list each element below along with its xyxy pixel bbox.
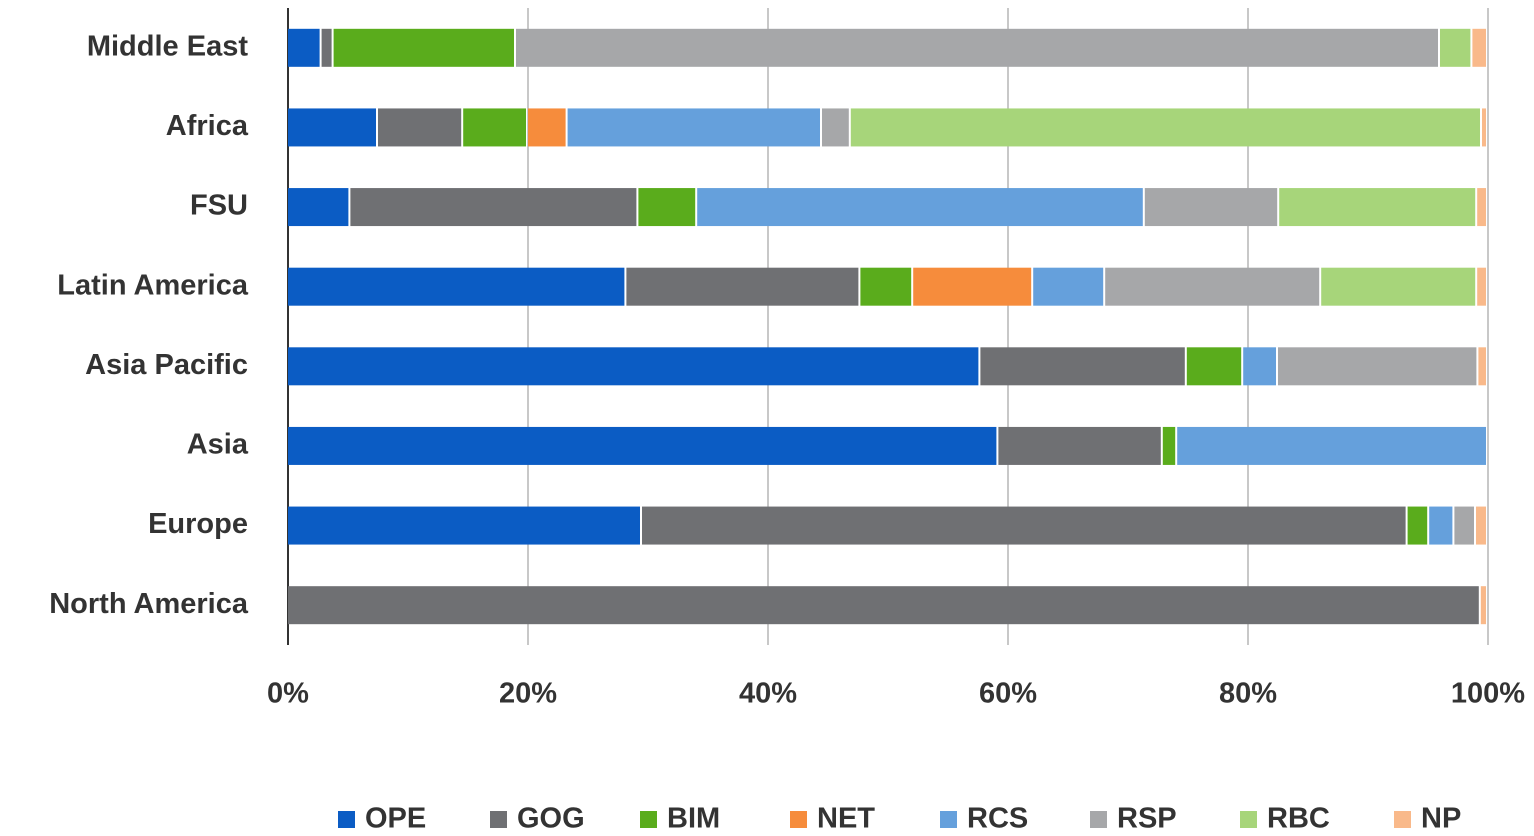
bar-segment bbox=[333, 28, 514, 67]
bar-segment bbox=[288, 347, 979, 386]
bar-segment bbox=[850, 108, 1480, 147]
bar-segment bbox=[378, 108, 462, 147]
bar-segment bbox=[463, 108, 526, 147]
legend-label: NET bbox=[817, 803, 875, 835]
bar-segment bbox=[638, 188, 696, 227]
bar-segment bbox=[1162, 426, 1176, 465]
legend-label: RSP bbox=[1117, 803, 1177, 835]
bar-segment bbox=[528, 108, 566, 147]
bar-segment bbox=[516, 28, 1438, 67]
bar-segment bbox=[913, 267, 1032, 306]
bar-segment bbox=[1480, 586, 1486, 625]
bar-segment bbox=[1186, 347, 1242, 386]
legend-label: RBC bbox=[1267, 803, 1330, 835]
bar-segment bbox=[288, 108, 376, 147]
x-tick-label: 80% bbox=[1219, 678, 1277, 710]
x-tick-label: 100% bbox=[1451, 678, 1525, 710]
x-tick-label: 40% bbox=[739, 678, 797, 710]
bar-segment bbox=[1482, 108, 1486, 147]
bar-segment bbox=[697, 188, 1143, 227]
bar-segment bbox=[1105, 267, 1320, 306]
bar-segment bbox=[1243, 347, 1276, 386]
y-tick-label: Middle East bbox=[87, 30, 248, 62]
bar-segment bbox=[1476, 506, 1486, 545]
bar-segment bbox=[822, 108, 849, 147]
x-tick-label: 20% bbox=[499, 678, 557, 710]
bar-segment bbox=[1278, 347, 1477, 386]
bar-segment bbox=[1177, 426, 1486, 465]
bar-segment bbox=[1321, 267, 1476, 306]
bar-segment bbox=[626, 267, 859, 306]
y-tick-label: Asia bbox=[187, 429, 249, 461]
x-tick-label: 0% bbox=[267, 678, 309, 710]
bar-segment bbox=[1477, 267, 1486, 306]
bar-segment bbox=[1477, 188, 1486, 227]
bar-segment bbox=[321, 28, 332, 67]
legend-label: BIM bbox=[667, 803, 720, 835]
y-tick-label: Latin America bbox=[57, 269, 249, 301]
bar-segment bbox=[350, 188, 637, 227]
legend-label: OPE bbox=[365, 803, 426, 835]
bar-segment bbox=[642, 506, 1406, 545]
y-tick-label: Europe bbox=[148, 508, 248, 540]
bar-segment bbox=[288, 506, 640, 545]
x-tick-label: 60% bbox=[979, 678, 1037, 710]
bar-segment bbox=[288, 188, 349, 227]
bar-segment bbox=[1407, 506, 1428, 545]
bar-segment bbox=[1440, 28, 1471, 67]
y-tick-label: FSU bbox=[190, 190, 248, 222]
y-tick-label: Asia Pacific bbox=[85, 349, 248, 381]
legend-swatch bbox=[1090, 811, 1107, 828]
legend-swatch bbox=[640, 811, 657, 828]
bar-segment bbox=[288, 267, 625, 306]
legend-swatch bbox=[1394, 811, 1411, 828]
y-tick-label: North America bbox=[49, 588, 249, 620]
bar-segment bbox=[288, 28, 320, 67]
legend-swatch bbox=[338, 811, 355, 828]
legend-swatch bbox=[940, 811, 957, 828]
legend-swatch bbox=[1240, 811, 1257, 828]
legend-swatch bbox=[790, 811, 807, 828]
bar-segment bbox=[567, 108, 820, 147]
legend-label: GOG bbox=[517, 803, 585, 835]
bar-segment bbox=[1144, 188, 1278, 227]
bar-segment bbox=[1472, 28, 1486, 67]
bar-segment bbox=[1454, 506, 1474, 545]
legend-swatch bbox=[490, 811, 507, 828]
bar-segment bbox=[998, 426, 1161, 465]
bar-segment bbox=[1429, 506, 1453, 545]
bar-segment bbox=[288, 426, 997, 465]
bar-segment bbox=[980, 347, 1185, 386]
bar-segment bbox=[288, 586, 1479, 625]
bar-segment bbox=[1279, 188, 1476, 227]
legend-label: RCS bbox=[967, 803, 1028, 835]
bar-segment bbox=[1478, 347, 1486, 386]
bar-segment bbox=[860, 267, 912, 306]
bar-segment bbox=[1033, 267, 1104, 306]
legend-label: NP bbox=[1421, 803, 1461, 835]
y-tick-label: Africa bbox=[166, 110, 249, 142]
